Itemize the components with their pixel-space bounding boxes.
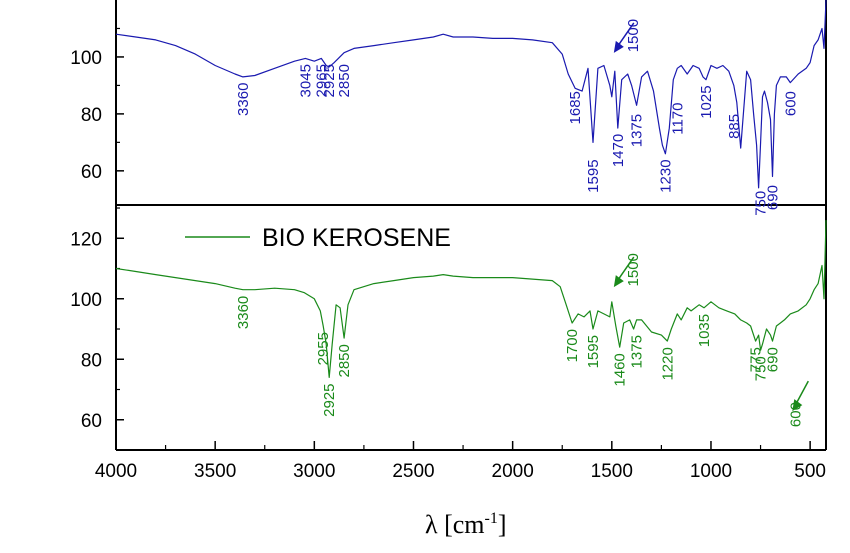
- x-axis: 4000 3500 3000 2500 2000 1500 1000 500: [95, 441, 826, 482]
- y-tick-label: 100: [70, 48, 102, 69]
- peak-label: 1500: [625, 253, 642, 286]
- peak-label: 1375: [629, 335, 646, 368]
- x-tick-label: 1500: [591, 461, 633, 482]
- x-tick-label: 3000: [293, 461, 335, 482]
- peak-label: 3360: [235, 83, 252, 116]
- peak-label: 1595: [585, 159, 602, 192]
- peak-label: 1230: [657, 159, 674, 192]
- legend: BIO KEROSENE: [185, 224, 451, 252]
- y-tick-label: 60: [81, 162, 102, 183]
- x-tick-label: 2000: [492, 461, 534, 482]
- peak-label: 750: [753, 356, 770, 381]
- x-tick-label: 4000: [95, 461, 137, 482]
- y-tick-label: 80: [81, 105, 102, 126]
- peak-label: 2925: [321, 64, 338, 97]
- peak-label: 600: [782, 91, 799, 116]
- peak-label: 885: [726, 114, 743, 139]
- x-axis-title-end: ]: [498, 510, 507, 539]
- spectrum-line: [115, 0, 827, 189]
- peak-label: 1460: [612, 353, 629, 386]
- y-tick-label: 120: [70, 229, 102, 250]
- peak-label: 2965: [313, 64, 330, 97]
- peak-label: 600: [787, 402, 804, 427]
- peak-label: 2850: [336, 344, 353, 377]
- x-tick-label: 500: [794, 461, 826, 482]
- peak-arrowhead: [613, 275, 624, 288]
- x-axis-title: λ [cm-1]: [425, 510, 507, 539]
- peak-label: 2850: [336, 64, 353, 97]
- peak-label: 1220: [659, 347, 676, 380]
- bottom-panel: 60 80 100 120 3360 2955 2925 2850 1700 1595 146013…: [70, 207, 827, 432]
- peak-label: 1595: [585, 335, 602, 368]
- spectrum-line: [115, 220, 827, 378]
- peak-label: 750: [753, 191, 770, 216]
- peak-label: 1170: [669, 103, 686, 135]
- x-tick-label: 2500: [392, 461, 434, 482]
- peak-arrowhead: [613, 40, 624, 53]
- legend-label: BIO KEROSENE: [262, 224, 451, 252]
- peak-label: 1470: [610, 134, 627, 167]
- peak-label: 3360: [235, 296, 252, 329]
- peak-label: 690: [764, 185, 781, 210]
- peak-label: 2925: [321, 383, 338, 416]
- y-tick-label: 100: [70, 290, 102, 311]
- y-tick-label: 80: [81, 350, 102, 371]
- peak-label: 2955: [315, 332, 332, 365]
- peak-label: 1500: [625, 19, 642, 52]
- x-axis-title-sup: -1: [485, 510, 498, 527]
- y-tick-label: 60: [81, 411, 102, 432]
- peak-label: 1375: [629, 114, 646, 147]
- peak-label: 1700: [564, 329, 581, 362]
- x-tick-label: 1000: [690, 461, 732, 482]
- peak-label: 690: [764, 347, 781, 372]
- peak-label: 3045: [297, 64, 314, 97]
- x-tick-label: 3500: [194, 461, 236, 482]
- peak-label: 775: [748, 347, 765, 372]
- peak-label: 1035: [696, 314, 713, 347]
- peak-label: 1025: [698, 85, 715, 118]
- top-panel: 6080100336030452965292528501685159514701…: [70, 0, 827, 216]
- peak-arrowhead: [792, 399, 803, 412]
- x-axis-title-main: λ [cm: [425, 510, 485, 539]
- peak-label: 1685: [567, 91, 584, 124]
